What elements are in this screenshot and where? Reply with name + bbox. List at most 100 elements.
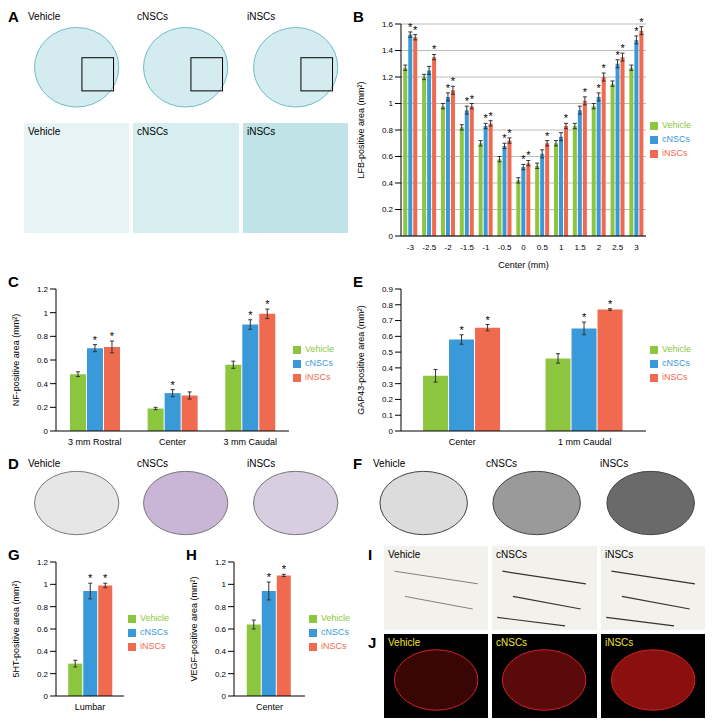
svg-text:LFB-positive area (mm²): LFB-positive area (mm²) <box>356 81 366 178</box>
svg-text:3 mm Caudal: 3 mm Caudal <box>223 437 277 447</box>
svg-text:1.6: 1.6 <box>382 20 394 29</box>
svg-text:1.2: 1.2 <box>215 558 227 567</box>
svg-text:-1: -1 <box>482 243 490 252</box>
svg-text:3: 3 <box>634 243 639 252</box>
svg-text:iNSCs: iNSCs <box>605 637 633 648</box>
svg-text:VEGF-positive area (mm²): VEGF-positive area (mm²) <box>189 576 199 681</box>
svg-text:*: * <box>248 309 253 321</box>
svg-text:*: * <box>267 571 272 583</box>
svg-text:*: * <box>110 330 115 342</box>
svg-text:0.1: 0.1 <box>382 411 394 420</box>
svg-text:*: * <box>170 379 175 391</box>
svg-text:cNSCs: cNSCs <box>486 458 517 469</box>
svg-text:1.4: 1.4 <box>382 46 394 55</box>
svg-text:1: 1 <box>222 580 227 589</box>
svg-text:*: * <box>620 42 625 54</box>
svg-text:*: * <box>488 110 493 122</box>
svg-text:cNSCs: cNSCs <box>496 637 527 648</box>
svg-text:iNSCs: iNSCs <box>247 126 275 137</box>
svg-text:0.4: 0.4 <box>37 380 49 389</box>
svg-text:*: * <box>507 127 512 139</box>
svg-text:Vehicle: Vehicle <box>388 549 421 560</box>
svg-text:0.6: 0.6 <box>382 332 394 341</box>
svg-text:Center: Center <box>159 437 186 447</box>
svg-text:0.8: 0.8 <box>37 603 49 612</box>
svg-text:1: 1 <box>44 580 49 589</box>
svg-text:0.2: 0.2 <box>37 403 49 412</box>
svg-text:NF-positive area (mm²): NF-positive area (mm²) <box>11 314 21 407</box>
svg-text:*: * <box>608 298 613 310</box>
svg-text:0.4: 0.4 <box>37 647 49 656</box>
svg-text:1: 1 <box>559 243 564 252</box>
svg-text:-3: -3 <box>407 243 415 252</box>
svg-text:*: * <box>103 572 108 584</box>
svg-text:*: * <box>582 311 587 323</box>
svg-text:*: * <box>597 82 602 94</box>
svg-text:0.7: 0.7 <box>382 316 394 325</box>
svg-text:*: * <box>526 149 531 161</box>
svg-text:0.4: 0.4 <box>215 647 227 656</box>
svg-text:-2.5: -2.5 <box>422 243 436 252</box>
svg-text:0.2: 0.2 <box>215 670 227 679</box>
svg-text:0.8: 0.8 <box>382 126 394 135</box>
svg-text:0.8: 0.8 <box>382 301 394 310</box>
svg-text:0: 0 <box>521 243 526 252</box>
svg-text:1.2: 1.2 <box>37 285 49 294</box>
svg-text:0.9: 0.9 <box>382 285 394 294</box>
svg-text:0.3: 0.3 <box>382 380 394 389</box>
svg-text:*: * <box>282 563 287 575</box>
svg-text:GAP43-positive area (mm²): GAP43-positive area (mm²) <box>356 305 366 415</box>
svg-text:*: * <box>602 62 607 74</box>
svg-text:*: * <box>459 324 464 336</box>
svg-text:0.4: 0.4 <box>382 179 394 188</box>
svg-text:2: 2 <box>597 243 602 252</box>
svg-text:0.6: 0.6 <box>37 625 49 634</box>
svg-text:0: 0 <box>44 427 49 436</box>
svg-text:0: 0 <box>222 692 227 701</box>
svg-text:Lumbar: Lumbar <box>75 702 106 712</box>
svg-text:1.2: 1.2 <box>37 558 49 567</box>
svg-text:5HT-positive area (mm²): 5HT-positive area (mm²) <box>11 580 21 677</box>
svg-text:Vehicle: Vehicle <box>28 126 61 137</box>
svg-text:cNSCs: cNSCs <box>137 126 168 137</box>
svg-text:*: * <box>470 93 475 105</box>
svg-text:0.6: 0.6 <box>382 152 394 161</box>
svg-text:*: * <box>451 75 456 87</box>
svg-text:0.8: 0.8 <box>37 332 49 341</box>
svg-text:0: 0 <box>389 427 394 436</box>
svg-text:0.2: 0.2 <box>382 395 394 404</box>
svg-text:iNSCs: iNSCs <box>605 549 633 560</box>
svg-text:*: * <box>485 314 490 326</box>
svg-text:Center: Center <box>256 702 283 712</box>
svg-text:1.2: 1.2 <box>382 73 394 82</box>
svg-text:cNSCs: cNSCs <box>496 549 527 560</box>
svg-text:iNSCs: iNSCs <box>247 458 275 469</box>
svg-text:1: 1 <box>44 309 49 318</box>
svg-text:*: * <box>88 572 93 584</box>
svg-text:2.5: 2.5 <box>612 243 624 252</box>
svg-text:Vehicle: Vehicle <box>373 458 406 469</box>
svg-text:1 mm Caudal: 1 mm Caudal <box>558 437 612 447</box>
svg-text:0.5: 0.5 <box>382 348 394 357</box>
svg-text:3 mm Rostral: 3 mm Rostral <box>68 437 122 447</box>
svg-text:Center (mm): Center (mm) <box>498 260 549 270</box>
svg-text:*: * <box>564 112 569 124</box>
svg-text:0.5: 0.5 <box>537 243 549 252</box>
svg-text:0: 0 <box>389 232 394 241</box>
svg-text:-0.5: -0.5 <box>498 243 512 252</box>
svg-text:Vehicle: Vehicle <box>388 637 421 648</box>
svg-text:0.4: 0.4 <box>382 364 394 373</box>
svg-text:0: 0 <box>44 692 49 701</box>
svg-text:1: 1 <box>389 99 394 108</box>
svg-text:-2: -2 <box>445 243 453 252</box>
svg-text:Vehicle: Vehicle <box>28 458 61 469</box>
svg-text:*: * <box>93 334 98 346</box>
svg-text:1.5: 1.5 <box>574 243 586 252</box>
svg-text:*: * <box>265 298 270 310</box>
svg-text:Vehicle: Vehicle <box>28 11 61 22</box>
svg-text:*: * <box>432 43 437 55</box>
svg-text:0.2: 0.2 <box>37 670 49 679</box>
svg-text:Center: Center <box>449 437 476 447</box>
svg-text:0.8: 0.8 <box>215 603 227 612</box>
svg-text:cNSCs: cNSCs <box>137 11 168 22</box>
